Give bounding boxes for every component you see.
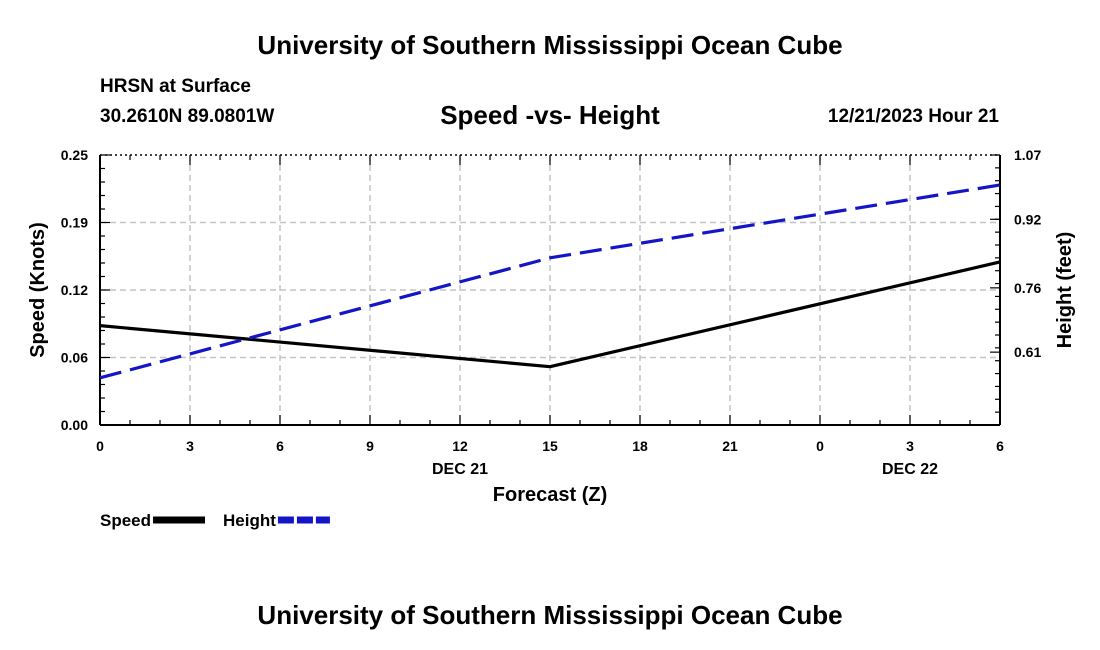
x-tick-label: 6 (276, 438, 284, 454)
y-tick-label: 0.19 (61, 215, 88, 231)
page-title: University of Southern Mississippi Ocean… (257, 30, 843, 60)
x-axis-title: Forecast (Z) (493, 484, 607, 506)
footer-title: University of Southern Mississippi Ocean… (257, 600, 843, 630)
x-tick-label: 15 (542, 438, 558, 454)
x-tick-label: 0 (816, 438, 824, 454)
series-line-speed (99, 260, 1001, 369)
x-tick-label: 9 (366, 438, 374, 454)
x-date-label: DEC 22 (882, 461, 938, 478)
legend-label-speed: Speed (100, 511, 151, 530)
x-tick-label: 6 (996, 438, 1004, 454)
station-coordinates: 30.2610N 89.0801W (100, 106, 275, 127)
x-tick-label: 12 (452, 438, 468, 454)
y2-axis-title: Height (feet) (1054, 232, 1076, 349)
x-tick-label: 3 (186, 438, 194, 454)
y-tick-label: 0.06 (61, 350, 88, 366)
x-tick-label: 0 (96, 438, 104, 454)
x-tick-label: 18 (632, 438, 648, 454)
y2-tick-label: 1.07 (1014, 147, 1041, 163)
y2-tick-label: 0.61 (1014, 344, 1041, 360)
station-name: HRSN at Surface (100, 76, 251, 97)
y-tick-label: 0.25 (61, 147, 88, 163)
y2-tick-label: 0.76 (1014, 280, 1041, 296)
x-tick-label: 3 (906, 438, 914, 454)
x-tick-label: 21 (722, 438, 738, 454)
y-axis-title: Speed (Knots) (27, 222, 49, 358)
y-tick-label: 0.12 (61, 282, 88, 298)
chart-subtitle: Speed -vs- Height (440, 100, 660, 130)
forecast-datetime: 12/21/2023 Hour 21 (827, 106, 999, 127)
legend-label-height: Height (223, 511, 276, 530)
series-line-height (99, 183, 1001, 380)
y2-tick-label: 0.92 (1014, 211, 1041, 227)
x-date-label: DEC 21 (432, 461, 488, 478)
y-tick-label: 0.00 (61, 417, 88, 433)
